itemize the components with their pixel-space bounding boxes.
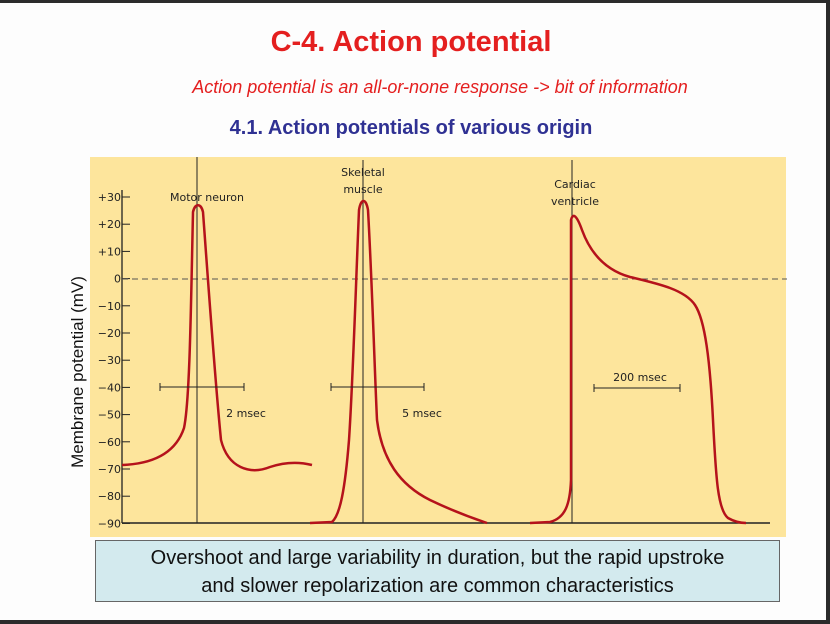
- slide-subtitle: Action potential is an all-or-none respo…: [192, 77, 688, 97]
- section-title: 4.1. Action potentials of various origin: [229, 117, 593, 139]
- y-axis: +30 +20 +10 0 −10 −20 −30 −40 −50 −60 −70 −80 −90: [98, 190, 130, 530]
- y-tick-label: −40: [98, 381, 121, 394]
- slide-title: C-4. Action potential: [270, 26, 552, 58]
- y-tick-label: −70: [98, 463, 121, 476]
- y-tick-label: −20: [98, 327, 121, 340]
- y-tick-label: −50: [98, 409, 121, 422]
- y-tick-label: −90: [98, 517, 121, 530]
- figure-panel: [90, 157, 786, 537]
- skeletal-muscle-trace: [309, 199, 488, 525]
- cardiac-ventricle-label-line2: ventricle: [551, 195, 599, 208]
- motor-neuron-scale-label: 2 msec: [226, 407, 266, 420]
- window-top-border: [0, 0, 830, 3]
- y-tick-label: −80: [98, 490, 121, 503]
- cardiac-ventricle-label-line1: Cardiac: [554, 178, 596, 191]
- caption-line-2: and slower repolarization are common cha…: [201, 575, 674, 597]
- skeletal-muscle-scale-bar: [330, 383, 425, 391]
- caption-line-1: Overshoot and large variability in durat…: [150, 547, 725, 569]
- skeletal-muscle-label-line1: Skeletal: [341, 166, 385, 179]
- motor-neuron-trace: [121, 204, 313, 472]
- y-tick-label: +20: [98, 218, 121, 231]
- cardiac-ventricle-scale-bar: [593, 384, 681, 392]
- y-tick-label: 0: [114, 273, 121, 286]
- motor-neuron-label: Motor neuron: [170, 191, 244, 204]
- skeletal-muscle-label-line2: muscle: [343, 183, 383, 196]
- y-tick-label: −10: [98, 300, 121, 313]
- y-tick-label: +10: [98, 245, 121, 258]
- y-tick-label: −30: [98, 354, 121, 367]
- window-bottom-border: [0, 620, 830, 624]
- cardiac-ventricle-trace: [529, 214, 747, 525]
- cardiac-ventricle-scale-label: 200 msec: [613, 371, 667, 384]
- y-tick-label: −60: [98, 436, 121, 449]
- caption-box: Overshoot and large variability in durat…: [95, 540, 780, 602]
- window-right-border: [826, 0, 830, 624]
- y-axis-label: Membrane potential (mV): [68, 276, 87, 468]
- skeletal-muscle-scale-label: 5 msec: [402, 407, 442, 420]
- motor-neuron-scale-bar: [159, 383, 245, 391]
- y-tick-label: +30: [98, 191, 121, 204]
